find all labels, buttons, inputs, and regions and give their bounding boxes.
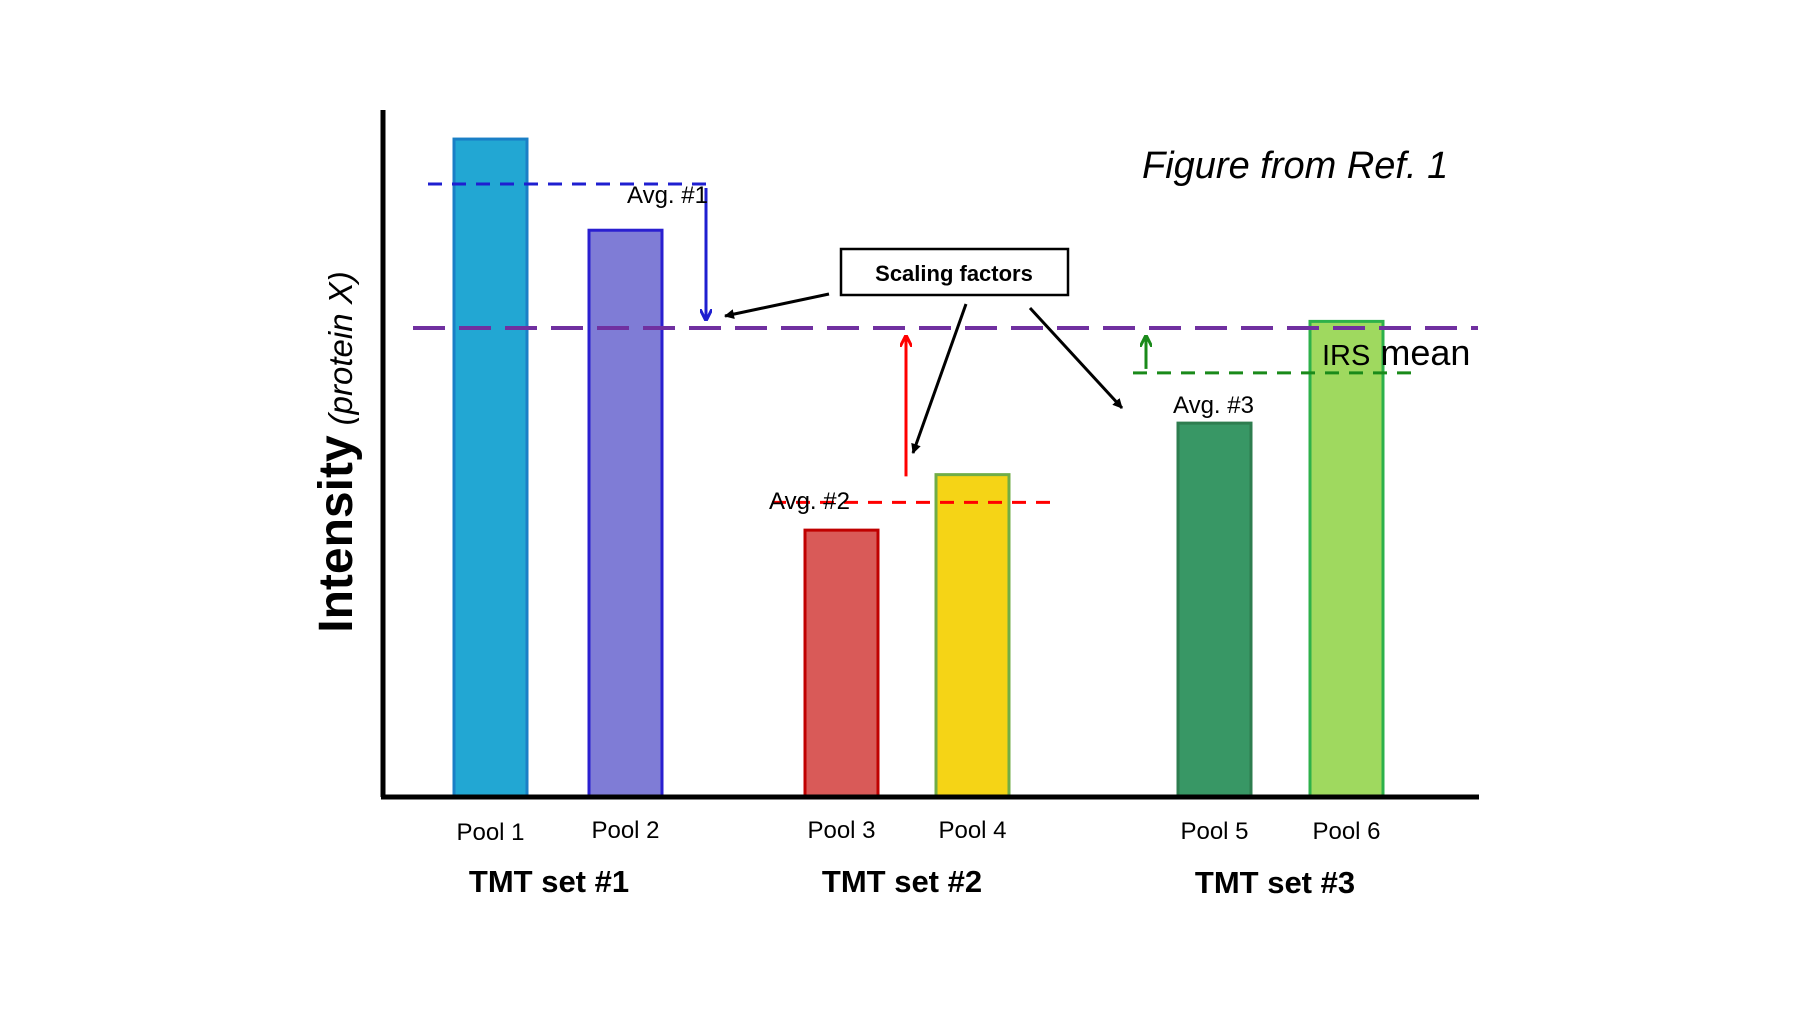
bar-pool-2 [587,228,664,799]
irs-label-large: mean [1370,332,1470,373]
bar-pool-3 [803,528,880,799]
set-label-1: TMT set #1 [469,864,629,899]
pool-label-6: Pool 6 [1312,818,1380,845]
bar-pool-6 [1308,319,1385,799]
reference-note: Figure from Ref. 1 [1142,145,1448,187]
callout-arrow-set-3 [1028,306,1124,410]
pool-label-2: Pool 2 [591,817,659,844]
bar-pool-5 [1176,421,1253,799]
bar-pool-4 [934,473,1011,799]
y-axis-title: Intensity (protein X) [310,271,363,632]
avg-label-1: Avg. #1 [627,182,708,209]
avg-label-3: Avg. #3 [1173,392,1254,419]
pool-label-4: Pool 4 [938,817,1006,844]
pool-label-5: Pool 5 [1180,818,1248,845]
irs-mean-label: IRS mean [1322,332,1470,373]
scaling-factors-box [839,247,1070,297]
irs-label-small: IRS [1322,340,1370,372]
pool-label-1: Pool 1 [456,819,524,846]
callout-arrow-set-1 [724,292,830,320]
callout-arrow-set-2 [911,303,968,454]
bars-layer [452,137,1385,799]
bar-pool-1 [452,137,529,799]
y-axis-title-main: Intensity [310,435,363,633]
set-label-3: TMT set #3 [1195,865,1355,900]
scaling-factors-label: Scaling factors [875,261,1033,286]
set-label-2: TMT set #2 [822,864,982,899]
y-axis-title-sub: (protein X) [322,271,359,425]
pool-labels: Pool 1 Pool 2 Pool 3 Pool 4 Pool 5 Pool 6 [456,817,1380,846]
avg-label-2: Avg. #2 [769,488,850,515]
pool-label-3: Pool 3 [807,817,875,844]
